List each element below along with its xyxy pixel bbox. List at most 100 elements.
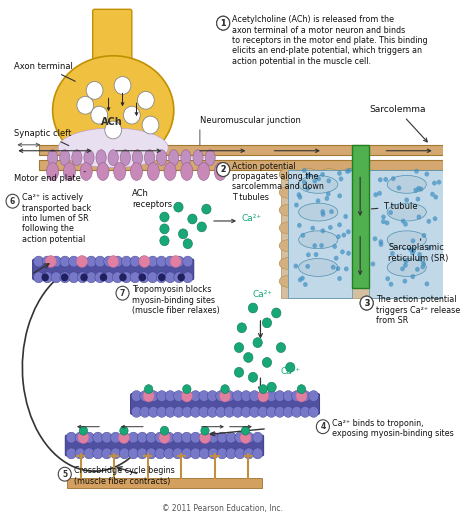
Ellipse shape [214, 163, 227, 181]
Circle shape [160, 236, 169, 246]
Text: ACh
receptors: ACh receptors [132, 189, 173, 208]
Circle shape [77, 256, 88, 267]
Circle shape [327, 179, 331, 183]
Circle shape [403, 263, 408, 268]
Circle shape [60, 272, 70, 283]
Text: Ca²⁺: Ca²⁺ [281, 367, 301, 376]
Circle shape [342, 233, 346, 237]
Circle shape [267, 382, 276, 392]
Circle shape [244, 448, 254, 459]
Text: Tropomyosin blocks
myosin-binding sites
(muscle fiber relaxes): Tropomyosin blocks myosin-binding sites … [132, 285, 219, 315]
Ellipse shape [300, 276, 318, 287]
Ellipse shape [147, 163, 159, 181]
Circle shape [217, 163, 230, 176]
Circle shape [146, 432, 156, 443]
Circle shape [108, 255, 119, 267]
Circle shape [130, 256, 140, 267]
Bar [39, 159, 443, 170]
Ellipse shape [341, 204, 359, 216]
Ellipse shape [300, 186, 318, 198]
Circle shape [293, 264, 298, 268]
Ellipse shape [279, 169, 298, 181]
Circle shape [137, 91, 154, 109]
Ellipse shape [181, 150, 191, 166]
Bar [352, 145, 369, 288]
Ellipse shape [84, 150, 94, 166]
Circle shape [320, 209, 325, 214]
Circle shape [137, 432, 147, 443]
Circle shape [191, 432, 201, 443]
Circle shape [258, 391, 268, 401]
Text: 1: 1 [220, 19, 226, 28]
Circle shape [93, 432, 103, 443]
Circle shape [344, 266, 348, 271]
Circle shape [84, 448, 94, 459]
Circle shape [174, 272, 184, 283]
Circle shape [147, 272, 158, 283]
Circle shape [292, 407, 302, 417]
Circle shape [312, 179, 317, 184]
Text: 3: 3 [364, 299, 369, 308]
Circle shape [305, 264, 310, 269]
Circle shape [432, 181, 437, 186]
Circle shape [374, 192, 378, 197]
Circle shape [346, 229, 351, 234]
Circle shape [182, 432, 192, 443]
Circle shape [116, 286, 129, 300]
Circle shape [262, 318, 272, 328]
Circle shape [199, 448, 210, 459]
Circle shape [182, 448, 192, 459]
Circle shape [202, 204, 211, 214]
Circle shape [165, 272, 175, 283]
Text: 6: 6 [10, 197, 15, 206]
Ellipse shape [108, 150, 118, 166]
Circle shape [314, 252, 319, 257]
Circle shape [385, 220, 390, 225]
Circle shape [237, 323, 246, 333]
Circle shape [403, 222, 408, 227]
Ellipse shape [97, 163, 109, 181]
Ellipse shape [320, 276, 339, 287]
Ellipse shape [320, 222, 339, 234]
Text: ACh: ACh [100, 117, 122, 127]
Circle shape [119, 432, 130, 443]
Circle shape [226, 432, 236, 443]
Ellipse shape [387, 203, 426, 221]
Circle shape [224, 391, 234, 401]
Circle shape [140, 407, 150, 417]
Circle shape [294, 203, 299, 207]
Circle shape [155, 448, 165, 459]
Circle shape [360, 296, 373, 310]
Ellipse shape [320, 204, 339, 216]
Circle shape [80, 273, 88, 281]
Ellipse shape [145, 150, 155, 166]
Circle shape [121, 256, 131, 267]
Circle shape [283, 407, 293, 417]
Ellipse shape [341, 186, 359, 198]
Circle shape [182, 256, 193, 267]
Circle shape [45, 255, 56, 267]
Circle shape [181, 390, 192, 402]
Text: © 2011 Pearson Education, Inc.: © 2011 Pearson Education, Inc. [162, 504, 283, 513]
Ellipse shape [72, 150, 82, 166]
FancyBboxPatch shape [33, 259, 194, 280]
Circle shape [130, 272, 140, 283]
Ellipse shape [320, 257, 339, 269]
Circle shape [160, 426, 169, 435]
Circle shape [328, 225, 333, 230]
Ellipse shape [46, 163, 59, 181]
Circle shape [128, 448, 138, 459]
Circle shape [249, 391, 260, 401]
Circle shape [51, 256, 61, 267]
Circle shape [104, 272, 114, 283]
Text: Ca²⁺ is actively
transported back
into lumen of SR
following the
action potentia: Ca²⁺ is actively transported back into l… [22, 194, 91, 244]
Circle shape [110, 448, 121, 459]
Ellipse shape [130, 163, 143, 181]
Circle shape [234, 343, 244, 352]
Circle shape [120, 426, 128, 435]
Circle shape [381, 215, 386, 219]
Circle shape [337, 171, 342, 176]
Circle shape [297, 384, 306, 394]
Circle shape [160, 224, 169, 234]
Ellipse shape [96, 150, 106, 166]
